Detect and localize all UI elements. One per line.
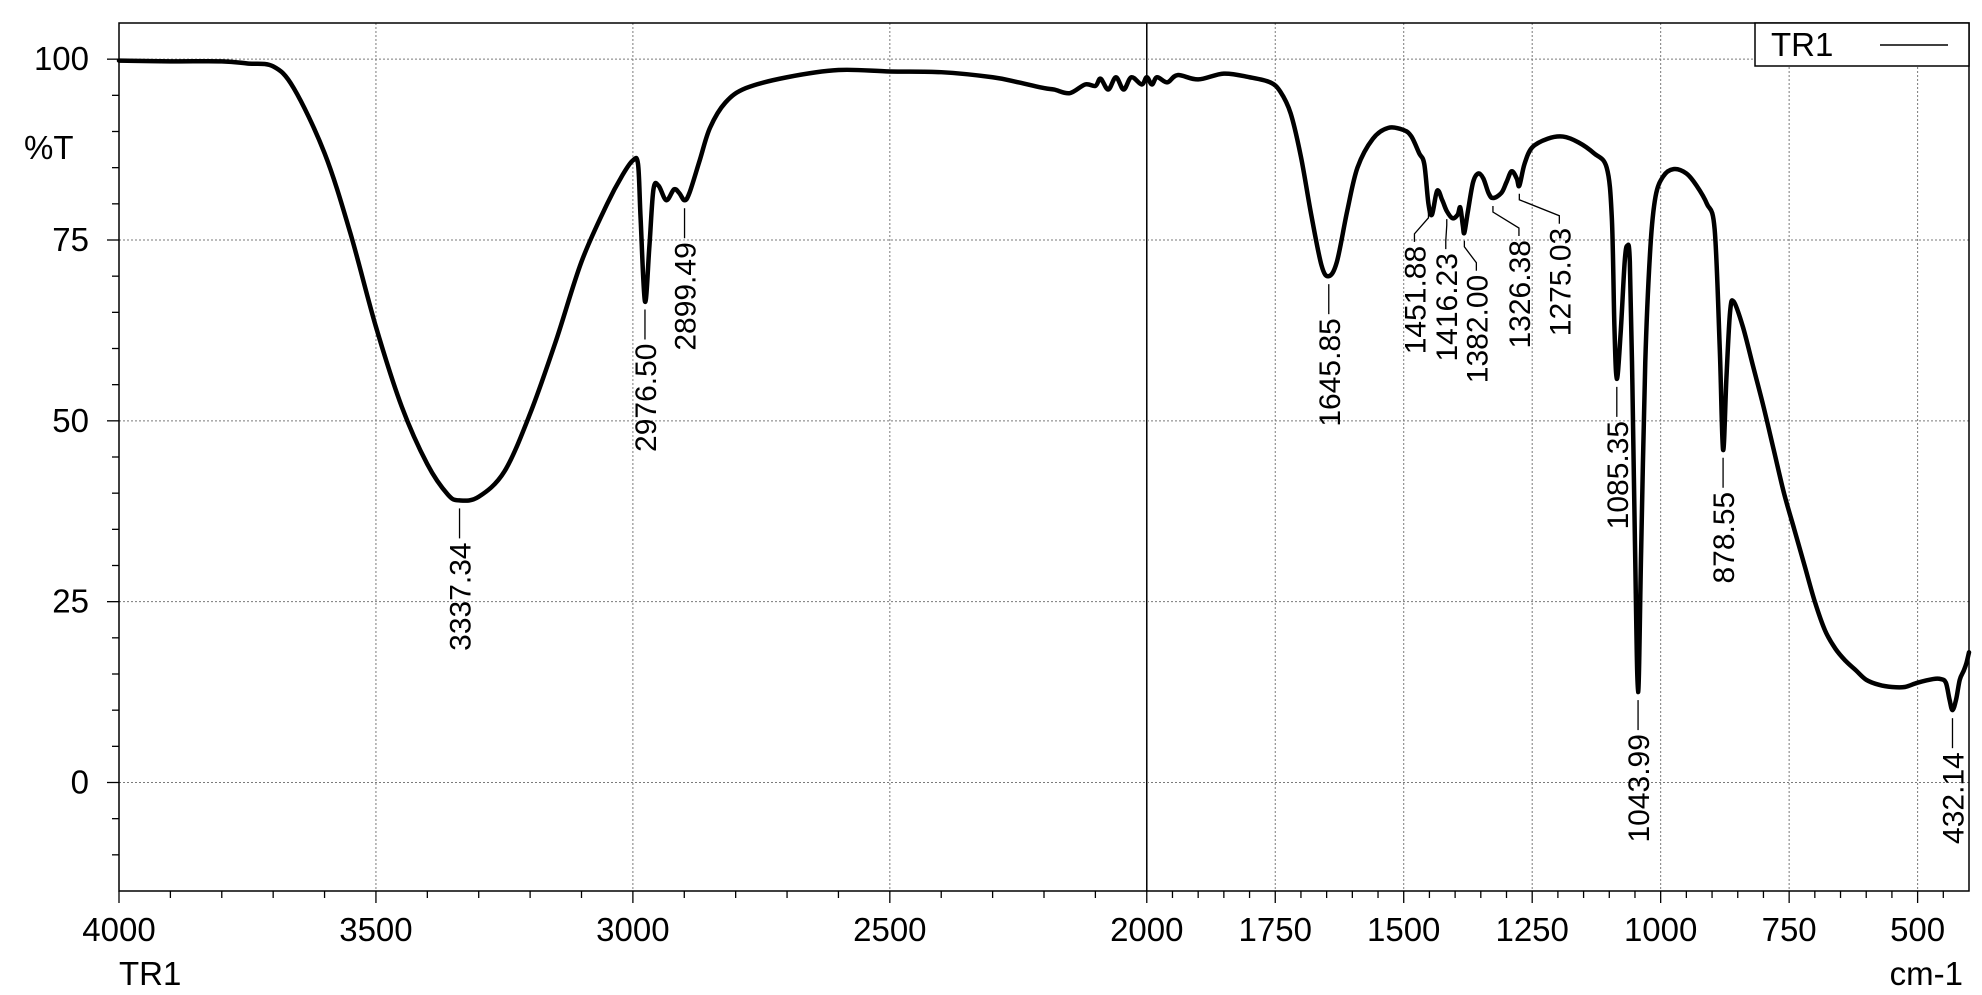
series-label-bottom: TR1: [119, 955, 181, 992]
y-tick-label-25: 25: [52, 583, 89, 620]
peak-label-1645.85: 1645.85: [1314, 318, 1347, 426]
peak-label-1085.35: 1085.35: [1602, 421, 1635, 529]
x-tick-label-1500: 1500: [1367, 911, 1440, 948]
x-tick-label-500: 500: [1890, 911, 1945, 948]
x-tick-label-1750: 1750: [1239, 911, 1312, 948]
peak-label-1451.88: 1451.88: [1399, 246, 1432, 354]
x-tick-label-750: 750: [1762, 911, 1817, 948]
peak-label-2976.50: 2976.50: [630, 343, 663, 451]
x-tick-label-4000: 4000: [82, 911, 155, 948]
peak-label-1326.38: 1326.38: [1504, 240, 1537, 348]
peak-leader-1326.38: [1492, 206, 1520, 237]
y-tick-label-100: 100: [34, 40, 89, 77]
legend: TR1: [1754, 22, 1970, 67]
x-tick-label-3500: 3500: [339, 911, 412, 948]
grid: [119, 23, 1969, 891]
peak-leader-1451.88: [1413, 211, 1430, 242]
peak-leader-1382.00: [1463, 240, 1478, 271]
x-tick-label-2000: 2000: [1110, 911, 1183, 948]
peak-label-432.14: 432.14: [1937, 752, 1970, 844]
peak-label-1043.99: 1043.99: [1623, 734, 1656, 842]
x-axis-label: cm-1: [1890, 955, 1963, 992]
x-tick-label-1250: 1250: [1495, 911, 1568, 948]
peak-leader-1275.03: [1518, 193, 1560, 224]
peak-label-1275.03: 1275.03: [1544, 228, 1577, 336]
legend-entry-label: TR1: [1771, 26, 1833, 63]
x-tick-label-2500: 2500: [853, 911, 926, 948]
peak-label-1416.23: 1416.23: [1431, 253, 1464, 361]
plot-frame: [118, 22, 1970, 892]
y-tick-label-0: 0: [71, 764, 89, 801]
peak-label-1382.00: 1382.00: [1461, 275, 1494, 383]
y-tick-label-75: 75: [52, 221, 89, 258]
peak-label-3337.34: 3337.34: [445, 542, 478, 650]
x-tick-label-1000: 1000: [1624, 911, 1697, 948]
axis-ticks: [107, 58, 1944, 903]
y-axis-label: %T: [24, 129, 74, 166]
x-tick-label-3000: 3000: [596, 911, 669, 948]
peak-label-2899.49: 2899.49: [670, 242, 703, 350]
y-tick-label-50: 50: [52, 402, 89, 439]
peak-label-878.55: 878.55: [1708, 492, 1741, 584]
axis-tick-labels: 4000 3500 3000 2500 2000 1750 1500 1250 1000 750 5…: [34, 40, 1945, 948]
series-line-tr1: [116, 58, 1972, 713]
peak-leader-1416.23: [1445, 219, 1448, 250]
